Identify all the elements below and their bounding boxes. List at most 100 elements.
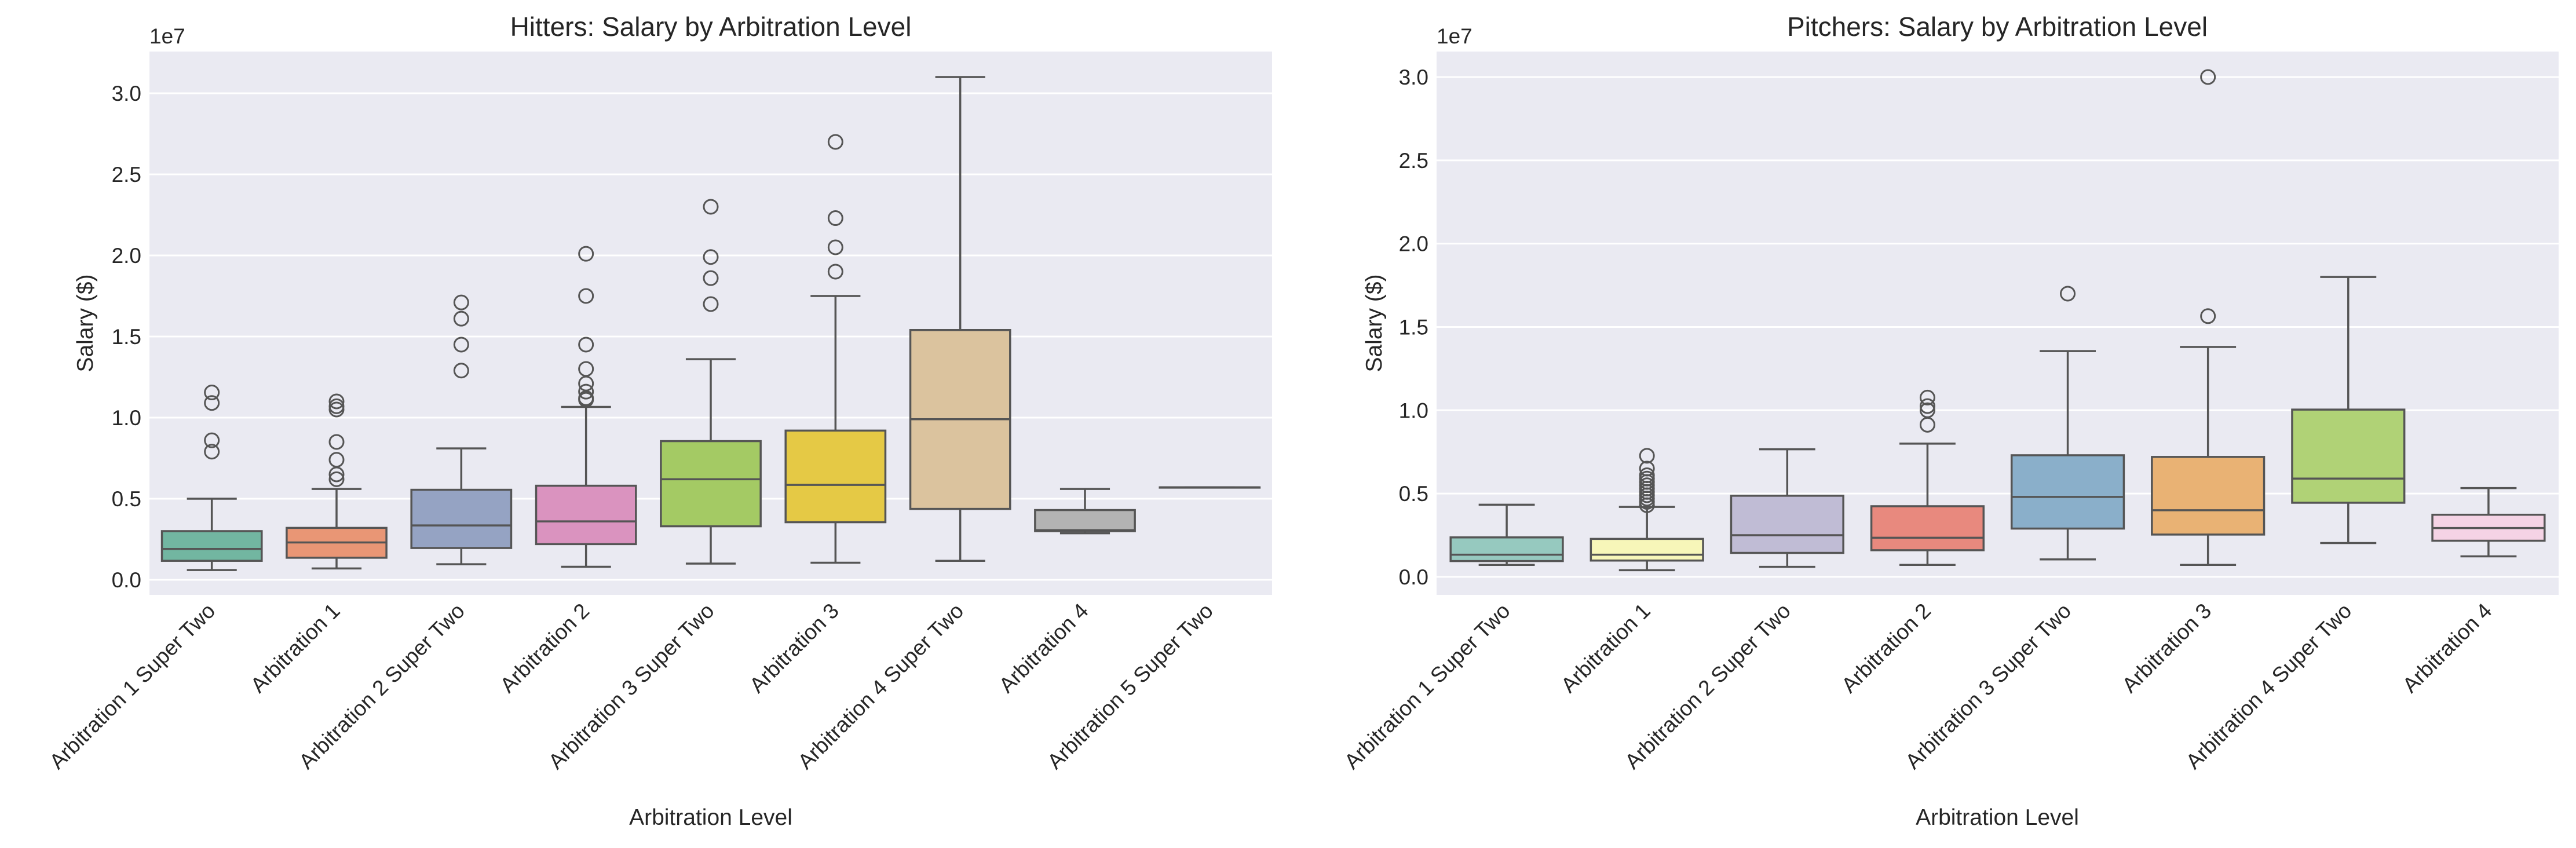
hitters-ytick-label: 2.5: [112, 163, 141, 187]
box: [660, 440, 762, 528]
pitchers-box-group: [2291, 276, 2406, 544]
pitchers-ytick-label: 2.5: [1399, 149, 1428, 173]
hitters-ytick-label: 1.5: [112, 325, 141, 349]
box: [2151, 456, 2266, 536]
hitters-box-group: [909, 76, 1011, 562]
outlier-point: [204, 385, 220, 401]
hitters-box-group: [1034, 488, 1136, 535]
pitchers-ytick-label: 0.5: [1399, 482, 1428, 506]
outlier-point: [1919, 398, 1935, 414]
outlier-point: [827, 239, 843, 255]
pitchers-chart: Pitchers: Salary by Arbitration Level 1e…: [1340, 12, 2559, 830]
hitters-plot-area: [149, 52, 1272, 595]
outlier-point: [1919, 389, 1935, 405]
outlier-point: [328, 466, 345, 483]
outlier-point: [578, 288, 594, 304]
hitters-ytick-label: 3.0: [112, 82, 141, 105]
box: [1034, 509, 1136, 532]
box: [410, 488, 513, 549]
box: [1870, 505, 1985, 551]
hitters-title: Hitters: Salary by Arbitration Level: [510, 12, 912, 42]
hitters-xlabel: Arbitration Level: [629, 805, 792, 830]
pitchers-xtick-label: Arbitration 1: [1556, 599, 1655, 697]
outlier-point: [578, 337, 594, 353]
pitchers-ylabel: Salary ($): [1362, 274, 1387, 372]
pitchers-box-group: [1730, 448, 1844, 568]
outlier-point: [1639, 497, 1655, 513]
box: [1590, 538, 1704, 562]
hitters-ytick-label: 2.0: [112, 244, 141, 268]
pitchers-ytick-label: 1.0: [1399, 399, 1428, 422]
pitchers-ytick-label: 0.0: [1399, 565, 1428, 589]
hitters-xtick-label: Arbitration 4: [995, 599, 1093, 697]
pitchers-box-group: [1449, 503, 1564, 566]
outlier-point: [453, 294, 469, 310]
hitters-xtick-label: Arbitration 1: [246, 599, 345, 697]
outlier-point: [703, 270, 719, 286]
outlier-point: [1919, 416, 1935, 433]
outlier-point: [2060, 286, 2076, 302]
pitchers-plot-area: [1437, 52, 2559, 595]
hitters-xtick-label: Arbitration 3: [745, 599, 843, 697]
hitters-ylabel: Salary ($): [73, 274, 98, 372]
outlier-point: [328, 401, 345, 418]
pitchers-box-group: [1590, 448, 1704, 572]
outlier-point: [2200, 69, 2216, 85]
outlier-point: [578, 383, 594, 400]
pitchers-box-group: [2431, 487, 2546, 558]
pitchers-ytick-label: 2.0: [1399, 232, 1428, 256]
outlier-point: [578, 246, 594, 262]
box: [2010, 454, 2125, 530]
pitchers-offset-label: 1e7: [1437, 24, 1472, 48]
outlier-point: [204, 432, 220, 448]
box: [784, 429, 887, 524]
hitters-xtick-label: Arbitration 2: [495, 599, 594, 697]
hitters-offset-label: 1e7: [149, 24, 185, 48]
outlier-point: [703, 296, 719, 312]
outlier-point: [453, 310, 469, 327]
pitchers-xlabel: Arbitration Level: [1916, 805, 2079, 830]
outlier-point: [2200, 308, 2216, 324]
pitchers-xtick-label: Arbitration 2 Super Two: [1620, 599, 1795, 774]
outlier-point: [827, 134, 843, 150]
outlier-point: [328, 434, 345, 450]
outlier-point: [328, 393, 345, 410]
box: [2291, 408, 2406, 504]
pitchers-title: Pitchers: Salary by Arbitration Level: [1787, 12, 2208, 42]
outlier-point: [703, 249, 719, 265]
outlier-point: [204, 395, 220, 411]
hitters-ytick-label: 0.0: [112, 568, 141, 592]
hitters-box-group: [160, 385, 263, 571]
outlier-point: [827, 264, 843, 280]
hitters-box-group: [660, 199, 762, 565]
outlier-point: [453, 337, 469, 353]
hitters-box-group: [410, 294, 513, 565]
box: [1730, 495, 1844, 554]
pitchers-axes-background: [1437, 52, 2559, 595]
pitchers-xtick-label: Arbitration 4: [2398, 599, 2497, 697]
outlier-point: [1639, 448, 1655, 464]
hitters-box-group: [784, 134, 887, 564]
box: [1449, 536, 1564, 562]
outlier-point: [453, 363, 469, 379]
pitchers-box-group: [1870, 389, 1985, 566]
outlier-point: [703, 199, 719, 215]
outlier-point: [578, 392, 594, 408]
pitchers-xtick-label: Arbitration 2: [1837, 599, 1935, 697]
pitchers-box-group: [2151, 69, 2266, 566]
pitchers-xtick-label: Arbitration 4 Super Two: [2182, 599, 2356, 774]
hitters-xtick-label: Arbitration 1 Super Two: [45, 599, 220, 774]
hitters-ytick-label: 0.5: [112, 487, 141, 511]
pitchers-ytick-label: 1.5: [1399, 315, 1428, 339]
hitters-box-group: [286, 393, 388, 570]
pitchers-box-group: [2010, 286, 2125, 561]
box: [535, 484, 637, 546]
pitchers-xtick-label: Arbitration 1 Super Two: [1340, 599, 1515, 774]
pitchers-ytick-label: 3.0: [1399, 65, 1428, 89]
box: [160, 530, 263, 562]
outlier-point: [827, 210, 843, 226]
pitchers-xtick-label: Arbitration 3 Super Two: [1901, 599, 2076, 774]
hitters-box-group: [1159, 486, 1261, 489]
hitters-box-group: [535, 246, 637, 568]
